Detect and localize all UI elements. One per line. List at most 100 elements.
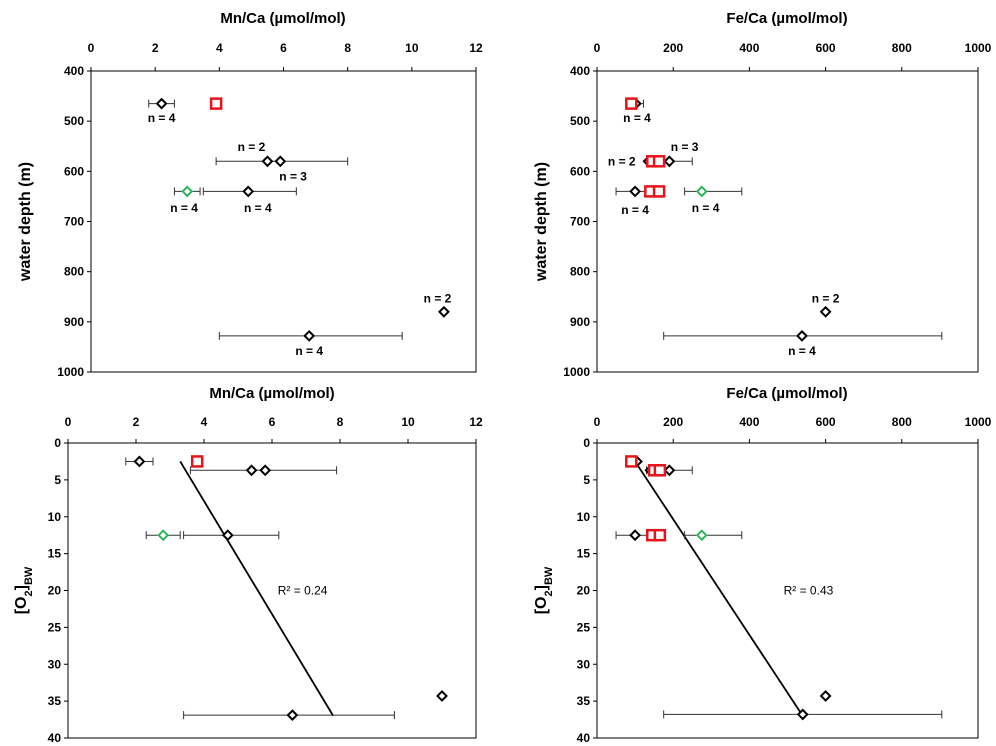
data-point-diamond [155,97,168,110]
data-point-diamond [438,305,450,318]
sample-count-label: n = 4 [692,201,720,215]
y-axis-label: [O2]BW [13,566,35,614]
data-point-square [652,155,666,168]
y-tick-label: 600 [570,164,590,178]
data-point-diamond [259,464,272,477]
trendline [634,460,804,717]
sample-count-label: n = 4 [788,344,816,358]
y-axis-label: [O2]BW [533,566,555,614]
sample-count-label: n = 3 [279,169,307,183]
x-tick-label: 0 [594,41,601,55]
y-tick-label: 40 [48,731,62,745]
data-point-diamond [303,329,316,342]
y-tick-label: 900 [64,315,84,329]
y-tick-label: 800 [570,265,590,279]
y-axis-label-sub: 2 [543,590,555,596]
y-tick-label: 500 [64,114,84,128]
data-point-diamond [629,529,642,542]
x-tick-label: 400 [739,415,759,429]
y-tick-label: 35 [48,694,62,708]
x-tick-label: 1000 [965,41,992,55]
x-tick-label: 0 [65,415,72,429]
x-tick-label: 2 [133,415,140,429]
x-tick-label: 12 [469,415,483,429]
sample-count-label: n = 3 [671,140,699,154]
data-point-square [190,455,204,468]
y-tick-label: 0 [54,436,61,450]
x-tick-label: 4 [201,415,208,429]
x-tick-label: 200 [663,41,683,55]
data-point-diamond [663,464,676,477]
data-point-diamond [133,455,146,468]
x-tick-label: 1000 [965,415,992,429]
plot-area [67,442,477,739]
sample-count-label: n = 4 [623,111,651,125]
chart-feca_depth: Fe/Ca (µmol/mol) 0 200 400 600 800 1000 400 500 6… [533,10,992,379]
r-squared-label: R² = 0.43 [784,584,834,598]
trendline [179,460,334,717]
y-axis-label-part: [O [13,597,30,615]
sample-count-label: n = 4 [148,111,176,125]
y-tick-label: 1000 [563,365,590,379]
y-tick-label: 900 [570,315,590,329]
sample-count-label: n = 4 [295,344,323,358]
x-tick-label: 6 [280,41,287,55]
data-point-diamond [663,155,676,168]
data-point-diamond [221,529,234,542]
sample-count-label: n = 2 [424,291,452,305]
y-tick-label: 5 [583,473,590,487]
data-point-diamond [242,185,255,198]
x-tick-label: 10 [405,41,419,55]
x-tick-label: 12 [469,41,483,55]
data-point-diamond [274,155,287,168]
data-point-diamond [261,155,274,168]
y-tick-label: 700 [570,215,590,229]
sample-count-label: n = 2 [812,291,840,305]
data-point-square [625,97,638,110]
data-point-square [209,97,223,110]
sample-count-label: n = 4 [244,201,272,215]
y-axis-label-sub: 2 [23,590,35,596]
x-tick-label: 800 [892,41,912,55]
sample-count-label: n = 4 [170,201,198,215]
x-tick-label: 600 [816,415,836,429]
data-point-square [653,528,667,542]
y-tick-label: 15 [48,547,62,561]
y-axis-label-sub: BW [543,566,555,585]
y-tick-label: 30 [577,657,591,671]
y-tick-label: 35 [577,694,591,708]
plot-area [596,70,979,373]
y-axis-label-part: ] [13,585,30,590]
x-tick-label: 10 [401,415,415,429]
data-point-diamond [157,529,170,542]
sample-count-label: n = 2 [238,140,266,154]
chart-feca_o2: Fe/Ca (µmol/mol) 0 200 400 600 800 1000 0 5 10 15 2… [533,385,992,745]
y-tick-label: 400 [570,64,590,78]
x-tick-label: 600 [816,41,836,55]
data-point-diamond [629,185,642,198]
data-point-diamond [695,185,708,198]
x-tick-label: 2 [152,41,159,55]
chart-title: Fe/Ca (µmol/mol) [726,10,847,27]
data-point-diamond [181,185,194,198]
y-axis-label-part: ] [533,585,550,590]
data-point-diamond [796,329,808,342]
sample-count-label: n = 4 [621,203,649,217]
y-tick-label: 25 [48,620,62,634]
y-axis-label-sub: BW [23,566,35,585]
x-tick-label: 0 [594,415,601,429]
y-tick-label: 20 [577,584,591,598]
chart-title: Fe/Ca (µmol/mol) [726,385,847,402]
data-point-square [625,455,638,468]
y-tick-label: 40 [577,731,591,745]
y-tick-label: 500 [570,114,590,128]
y-tick-label: 5 [54,473,61,487]
x-tick-label: 6 [269,415,276,429]
x-tick-label: 0 [88,41,95,55]
data-point-diamond [695,529,708,542]
x-tick-label: 800 [892,415,912,429]
y-axis-label-part: [O [533,597,550,615]
x-tick-label: 200 [663,415,683,429]
chart-title: Mn/Ca (µmol/mol) [209,385,334,402]
